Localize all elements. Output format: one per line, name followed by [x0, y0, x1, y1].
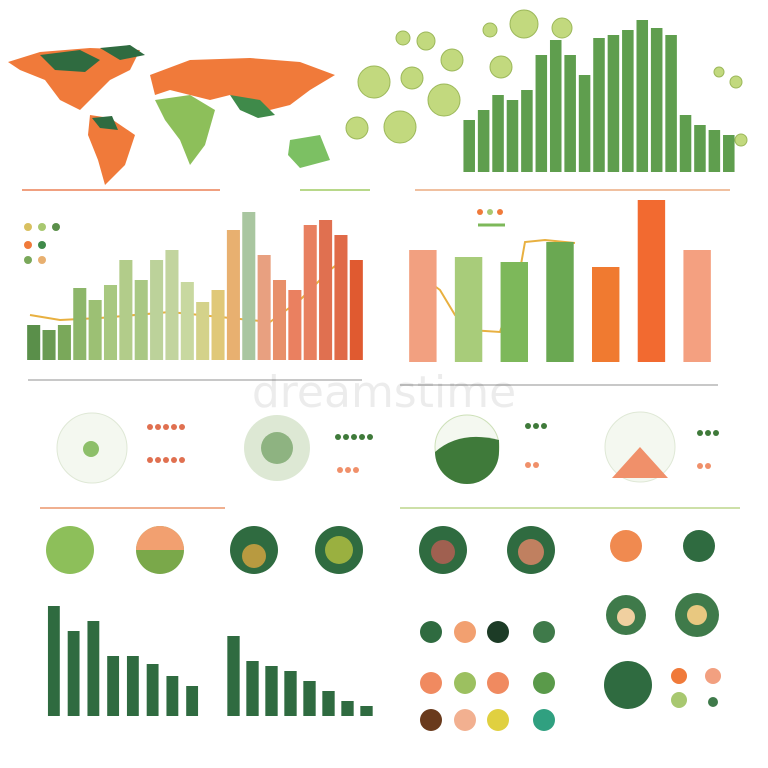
bar	[549, 40, 562, 172]
bar	[303, 681, 316, 716]
bar	[180, 282, 194, 360]
bar	[284, 671, 297, 716]
bar	[186, 686, 199, 716]
bar	[303, 225, 317, 360]
bar	[578, 75, 591, 172]
photo-circles	[46, 526, 719, 709]
bar	[341, 701, 354, 716]
bar	[454, 257, 483, 362]
bar	[288, 290, 302, 360]
bar	[67, 631, 80, 716]
bar	[196, 302, 210, 360]
bar	[637, 200, 666, 362]
bar	[211, 290, 225, 360]
bar	[607, 35, 620, 172]
bar	[87, 621, 100, 716]
bar	[546, 242, 574, 362]
bar	[322, 691, 335, 716]
bar	[272, 280, 287, 360]
bar	[564, 55, 576, 172]
bar	[665, 35, 677, 172]
bar	[47, 606, 60, 716]
bar	[73, 288, 87, 360]
bar	[319, 220, 333, 360]
bar	[134, 280, 148, 360]
bar	[166, 676, 179, 716]
bar	[500, 262, 528, 362]
small-pies	[420, 621, 721, 731]
bar	[246, 661, 259, 716]
bar	[107, 656, 120, 716]
bar	[723, 135, 735, 172]
bubbles	[345, 9, 748, 147]
bar	[593, 38, 605, 172]
bar	[622, 30, 634, 172]
world-map	[8, 45, 335, 185]
bar	[521, 90, 533, 172]
bar	[463, 120, 475, 172]
bar	[165, 250, 179, 360]
bar	[650, 28, 663, 172]
bar	[708, 130, 721, 172]
bar	[334, 235, 348, 360]
bar	[506, 100, 519, 172]
bar	[119, 260, 133, 360]
bar	[27, 325, 41, 360]
dot-grids	[147, 423, 719, 473]
bar	[265, 666, 278, 716]
bar	[349, 260, 363, 360]
bar	[636, 20, 649, 172]
bar	[242, 212, 256, 360]
bar	[409, 250, 437, 362]
bar	[150, 260, 164, 360]
bar	[227, 636, 240, 716]
bar	[146, 664, 159, 716]
bar	[492, 95, 504, 172]
bar	[257, 255, 271, 360]
bar	[226, 230, 240, 360]
bar	[683, 250, 711, 362]
legend-dots	[24, 209, 505, 264]
bar	[592, 267, 620, 362]
bar	[103, 285, 118, 360]
bar	[57, 325, 71, 360]
bar	[360, 706, 373, 716]
dividers	[22, 189, 740, 509]
bar	[88, 300, 102, 360]
bar	[477, 110, 490, 172]
bar	[679, 115, 692, 172]
bar	[42, 330, 56, 360]
radial-charts	[56, 411, 676, 484]
bar	[535, 55, 548, 172]
trend-line	[419, 238, 576, 334]
watermark: dreamstime	[252, 367, 516, 418]
bar	[694, 125, 706, 172]
bar	[126, 656, 139, 716]
